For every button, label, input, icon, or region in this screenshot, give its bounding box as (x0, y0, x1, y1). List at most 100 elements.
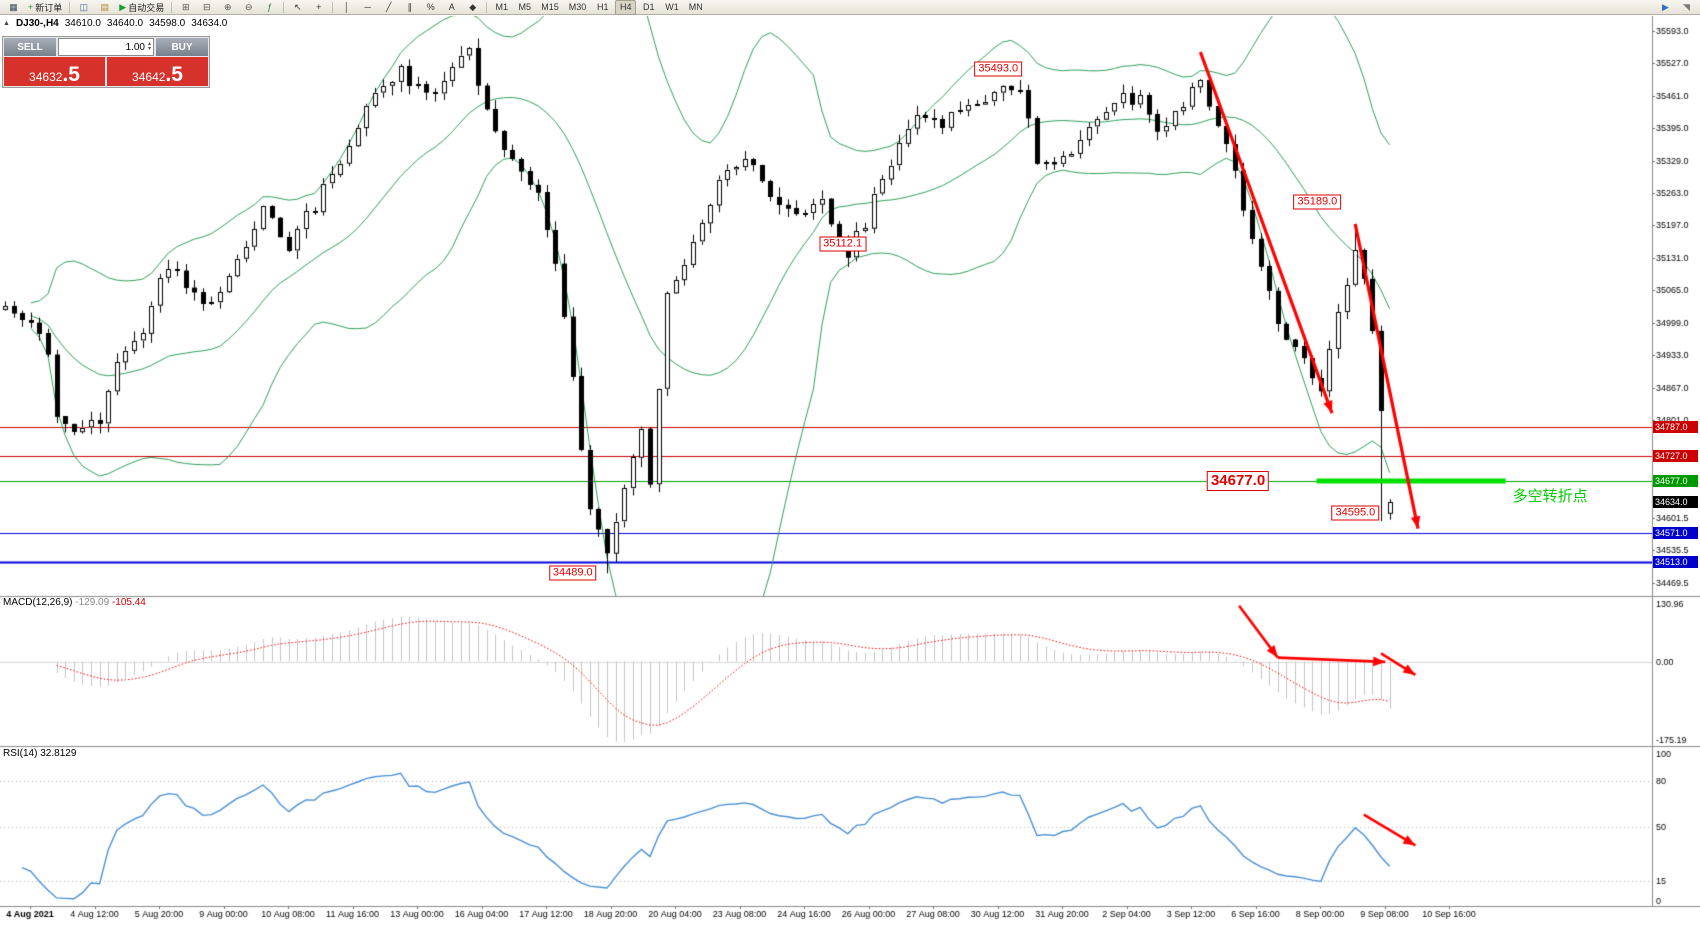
chart-window-icon-icon: ▦ (9, 1, 18, 12)
ohlc-low: 34598.0 (149, 18, 186, 29)
channel-button[interactable]: ∥ (400, 0, 419, 15)
profiles-icon: ▤ (100, 1, 110, 12)
macd-value-signal: -105.44 (111, 597, 146, 608)
toolbar: ▦ + 新订单 ◫ ▤ ▶ 自动交易 ⊞ ⊟ ⊕ ⊖ ƒ ↖ + │ ─ ╱ ∥% A ◆ M1 M5 M15 M30 H1 H… (0, 0, 1700, 15)
trendline-icon: ╱ (386, 1, 392, 12)
timeframe-w1[interactable]: W1 (665, 2, 679, 12)
charts-grid-icon: ◫ (79, 1, 89, 12)
new-order-button[interactable]: + 新订单 (25, 0, 65, 15)
timeframe-d1[interactable]: D1 (642, 2, 655, 12)
volume-value: 1.00 (125, 41, 145, 53)
timeframe-m15[interactable]: M15 (541, 2, 559, 12)
rsi-indicator-label: RSI(14) 32.8129 (3, 748, 76, 759)
fibonacci-button[interactable]: % (421, 0, 440, 15)
profiles-button[interactable]: ▤ (95, 0, 114, 15)
axis-price-tag: 34513.0 (1653, 555, 1698, 568)
pivot-note-text[interactable]: 多空转折点 (1512, 488, 1588, 506)
vertical-line-icon: │ (343, 1, 350, 12)
timeframe-h4[interactable]: H4 (615, 0, 637, 15)
toolbar-left-group: ▦ + 新订单 ◫ ▤ ▶ 自动交易 ⊞ ⊟ ⊕ ⊖ ƒ ↖ + │ ─ ╱ ∥% A ◆ (3, 0, 490, 14)
symbol-name: DJ30-,H4 (15, 18, 59, 29)
label-recent-low[interactable]: 34595.0 (1331, 505, 1380, 521)
axis-price-tag: 34634.0 (1653, 496, 1698, 509)
buy-price-frac: .5 (165, 63, 183, 86)
sell-price-display[interactable]: 34632.5 (4, 57, 105, 86)
horizontal-line-icon: ─ (364, 1, 371, 12)
tile-windows-button[interactable]: ⊟ (197, 0, 216, 15)
crosshair-icon: + (316, 1, 322, 12)
new-chart-button[interactable]: ⊞ (176, 0, 195, 15)
sell-button[interactable]: SELL (4, 38, 56, 56)
indicators-icon: ƒ (267, 1, 273, 12)
sell-price-main: 34632 (29, 70, 63, 84)
channel-icon: ∥ (407, 1, 412, 12)
auto-trading-button[interactable]: ▶ 自动交易 (116, 0, 167, 15)
buy-price-main: 34642 (132, 70, 166, 84)
ohlc-high: 34640.0 (106, 18, 144, 29)
axis-price-tag: 34727.0 (1653, 450, 1698, 463)
toolbar-separator (69, 1, 71, 13)
auto-trading-icon: ▶ (119, 1, 127, 12)
toolbar-right-group: ▶ ◥ (1655, 0, 1697, 14)
cursor-icon: ↖ (293, 1, 302, 12)
zoom-out-icon: ⊖ (244, 1, 253, 12)
label-bottom-low[interactable]: 34489.0 (548, 565, 597, 581)
toolbar-separator (283, 1, 285, 13)
new-chart-icon: ⊞ (181, 1, 190, 12)
symbol-ohlc-readout: ▲ DJ30-,H4 34610.0 34640.0 34598.0 34634… (3, 18, 227, 29)
zoom-in-button[interactable]: ⊕ (218, 0, 237, 15)
horizontal-line-button[interactable]: ─ (358, 0, 377, 15)
buy-price-display[interactable]: 34642.5 (107, 57, 208, 86)
crosshair-button[interactable]: + (309, 0, 328, 15)
vertical-line-button[interactable]: │ (337, 0, 356, 15)
ohlc-close: 34634.0 (191, 18, 228, 29)
charts-grid-button[interactable]: ◫ (74, 0, 93, 15)
volume-down-icon[interactable]: ▾ (147, 46, 151, 52)
timeframe-m30[interactable]: M30 (568, 2, 587, 12)
label-mid-low[interactable]: 35112.1 (819, 236, 867, 252)
chart-window-icon[interactable]: ▦ (4, 0, 23, 15)
one-click-trade-panel: SELL 1.00 ▴ ▾ BUY 34632.5 34642.5 (2, 36, 210, 88)
label-pivot-level[interactable]: 34677.0 (1206, 470, 1270, 491)
fibonacci-icon: % (426, 1, 435, 12)
zoom-in-icon: ⊕ (223, 1, 232, 12)
text-icon: A (448, 1, 455, 12)
toolbar-separator (486, 1, 488, 13)
timeframe-group: M1 M5 M15 M30 H1 H4 D1 W1 MN (490, 0, 708, 15)
sell-price-frac: .5 (62, 63, 80, 86)
ohlc-open: 34610.0 (64, 18, 101, 29)
shapes-button[interactable]: ◆ (463, 0, 482, 15)
macd-name: MACD(12,26,9) (3, 597, 73, 608)
new-order-button-label: 新订单 (35, 2, 63, 13)
new-order-icon: + (28, 1, 34, 12)
scroll-to-end-icon: ▶ (1662, 1, 1669, 12)
axis-price-tag: 34677.0 (1653, 474, 1698, 487)
timeframe-h1[interactable]: H1 (596, 2, 609, 12)
axis-price-tag: 34571.0 (1653, 527, 1698, 539)
shapes-icon: ◆ (469, 1, 477, 12)
rsi-name: RSI(14) (3, 748, 38, 759)
indicators-button[interactable]: ƒ (260, 0, 279, 15)
auto-trading-button-label: 自动交易 (128, 2, 165, 13)
chart-shift-icon: ◥ (1683, 1, 1690, 12)
label-lower-high[interactable]: 35189.0 (1293, 194, 1342, 210)
volume-up-icon[interactable]: ▴ (147, 41, 151, 47)
timeframe-mn[interactable]: MN (688, 2, 703, 12)
zoom-out-button[interactable]: ⊖ (239, 0, 258, 15)
macd-indicator-label: MACD(12,26,9) -129.09 -105.44 (3, 597, 146, 608)
scroll-to-end-button[interactable]: ▶ (1656, 0, 1675, 15)
timeframe-m1[interactable]: M1 (495, 2, 508, 12)
timeframe-m5[interactable]: M5 (518, 2, 531, 12)
volume-input[interactable]: 1.00 ▴ ▾ (58, 38, 154, 56)
symbol-marker-icon[interactable]: ▲ (3, 20, 10, 27)
chart-shift-button[interactable]: ◥ (1677, 0, 1696, 15)
toolbar-separator (332, 1, 334, 13)
tile-windows-icon: ⊟ (202, 1, 211, 12)
buy-button[interactable]: BUY (156, 38, 208, 56)
cursor-button[interactable]: ↖ (288, 0, 307, 15)
label-swing-high[interactable]: 35493.0 (974, 61, 1023, 77)
text-button[interactable]: A (442, 0, 461, 15)
trendline-button[interactable]: ╱ (379, 0, 398, 15)
macd-value-main: -129.09 (75, 597, 110, 608)
